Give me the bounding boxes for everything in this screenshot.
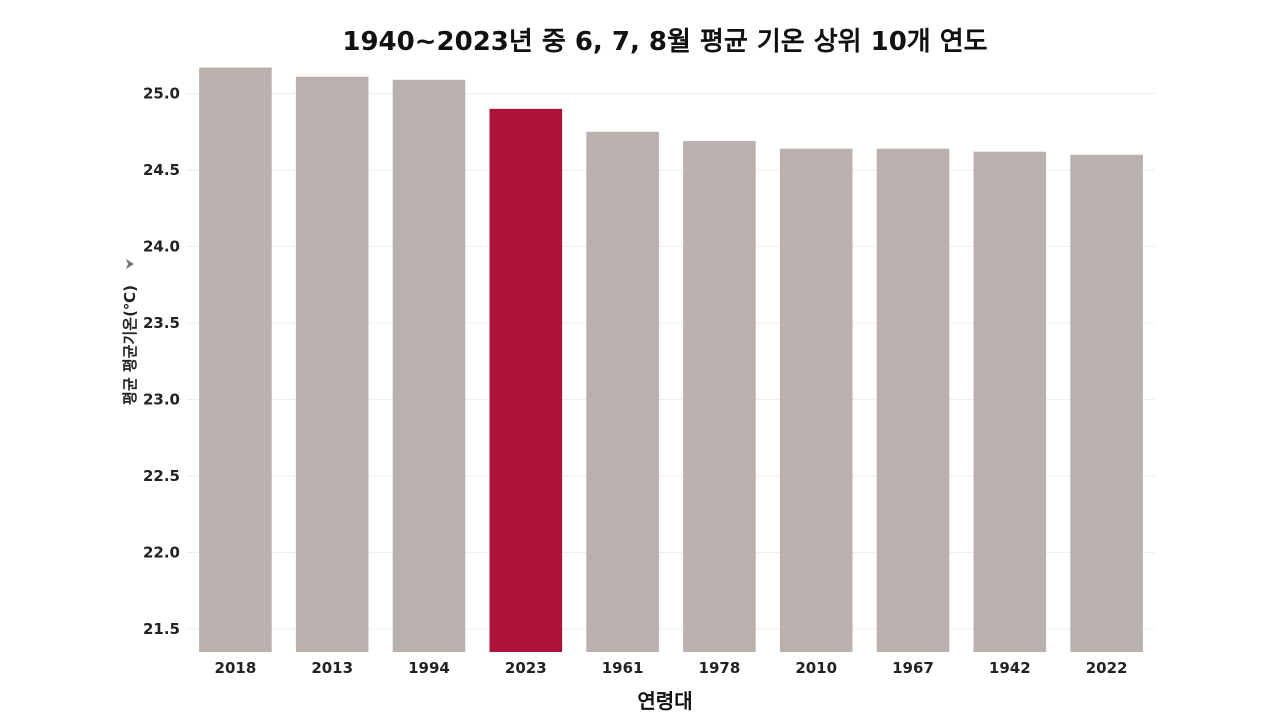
bar-1967[interactable] bbox=[876, 148, 950, 652]
bar-2022[interactable] bbox=[1070, 154, 1143, 652]
bar-2013[interactable] bbox=[295, 76, 369, 653]
y-tick-label: 23.5 bbox=[143, 314, 180, 332]
bar-1978[interactable] bbox=[683, 140, 756, 653]
y-tick-label: 21.5 bbox=[143, 620, 180, 638]
x-tick-label: 1994 bbox=[408, 659, 450, 677]
bar-1961[interactable] bbox=[586, 131, 659, 653]
bar-2010[interactable] bbox=[779, 148, 853, 652]
y-tick-label: 24.0 bbox=[143, 238, 180, 256]
x-tick-label: 1942 bbox=[989, 659, 1031, 677]
bar-2023[interactable] bbox=[489, 108, 563, 653]
y-tick-label: 22.5 bbox=[143, 467, 180, 485]
x-tick-label: 2023 bbox=[505, 659, 547, 677]
y-axis-label: 평균 평균기온(℃) bbox=[121, 285, 139, 405]
y-tick-label: 25.0 bbox=[143, 85, 180, 103]
y-tick-label: 22.0 bbox=[143, 544, 180, 562]
y-axis-ticks: 21.5 22.0 22.5 23.0 23.5 24.0 24.5 25.0 bbox=[143, 85, 180, 638]
x-tick-label: 2022 bbox=[1086, 659, 1128, 677]
x-tick-label: 2018 bbox=[215, 659, 257, 677]
y-axis-title: 평균 평균기온(℃) bbox=[121, 285, 139, 405]
y-tick-label: 24.5 bbox=[143, 161, 180, 179]
x-tick-label: 2010 bbox=[795, 659, 837, 677]
x-tick-label: 1967 bbox=[892, 659, 934, 677]
bar-2018[interactable] bbox=[199, 67, 272, 653]
bar-1994[interactable] bbox=[392, 79, 466, 652]
bar-1942[interactable] bbox=[973, 151, 1047, 652]
bars bbox=[199, 67, 1143, 653]
x-axis-label: 연령대 bbox=[637, 689, 692, 713]
x-tick-label: 1961 bbox=[602, 659, 644, 677]
x-axis-ticks: 2018 2013 1994 2023 1961 1978 2010 1967 1942 2022 bbox=[215, 659, 1128, 677]
y-tick-label: 23.0 bbox=[143, 391, 180, 409]
sort-icon[interactable] bbox=[126, 259, 134, 269]
chart-title: 1940~2023년 중 6, 7, 8월 평균 기온 상위 10개 연도 bbox=[342, 27, 987, 57]
x-tick-label: 2013 bbox=[311, 659, 353, 677]
x-tick-label: 1978 bbox=[699, 659, 741, 677]
